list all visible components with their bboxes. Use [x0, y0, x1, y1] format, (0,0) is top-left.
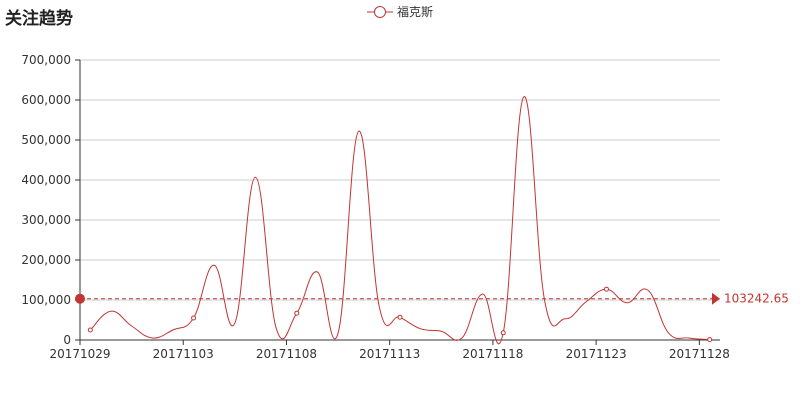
y-tick-label: 600,000: [21, 93, 71, 107]
legend-label: 福克斯: [397, 5, 434, 19]
x-tick-label: 20171123: [566, 347, 627, 361]
data-point: [603, 286, 609, 292]
x-tick-label: 20171103: [153, 347, 214, 361]
x-tick-label: 20171118: [462, 347, 523, 361]
y-tick-label: 200,000: [21, 253, 71, 267]
data-point: [707, 337, 713, 343]
data-point: [500, 330, 506, 336]
legend-line-circle-icon: [367, 5, 393, 18]
y-tick-label: 0: [63, 333, 71, 347]
legend-item[interactable]: 福克斯: [367, 3, 433, 20]
x-tick-label: 20171108: [256, 347, 317, 361]
data-point: [87, 327, 93, 333]
data-point: [397, 314, 403, 320]
mark-line-arrow-icon: [712, 292, 720, 305]
x-tick-label: 20171029: [49, 347, 110, 361]
y-tick-label: 400,000: [21, 173, 71, 187]
data-point: [294, 310, 300, 316]
data-point: [191, 315, 197, 321]
y-tick-label: 500,000: [21, 133, 71, 147]
y-tick-label: 300,000: [21, 213, 71, 227]
series-line: [89, 96, 710, 345]
average-value-label: 103242.65: [724, 292, 789, 306]
chart-title: 关注趋势: [5, 9, 73, 29]
y-tick-label: 700,000: [21, 53, 71, 67]
x-tick-label: 20171113: [359, 347, 420, 361]
x-tick-label: 20171128: [669, 347, 730, 361]
mark-line-start-dot: [75, 293, 85, 304]
y-tick-label: 100,000: [21, 293, 71, 307]
